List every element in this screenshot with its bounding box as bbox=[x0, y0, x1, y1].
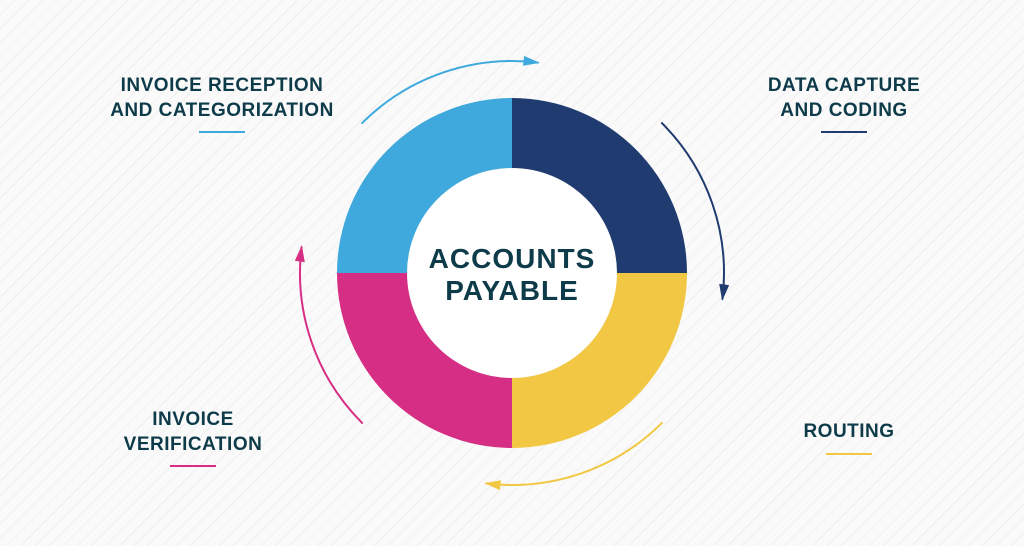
label-text: DATA CAPTURE AND CODING bbox=[744, 74, 944, 123]
label-invoice-verification: INVOICE VERIFICATION bbox=[108, 408, 278, 467]
center-title: ACCOUNTS PAYABLE bbox=[0, 243, 1024, 307]
label-text: INVOICE RECEPTION AND CATEGORIZATION bbox=[102, 74, 342, 123]
arrow-head-br bbox=[484, 480, 501, 490]
label-underline bbox=[821, 131, 867, 133]
label-underline bbox=[826, 453, 872, 455]
label-underline bbox=[199, 131, 245, 133]
label-data-capture: DATA CAPTURE AND CODING bbox=[744, 74, 944, 133]
diagram-canvas: ACCOUNTS PAYABLE INVOICE RECEPTION AND C… bbox=[0, 0, 1024, 546]
center-label-wrap: ACCOUNTS PAYABLE bbox=[0, 243, 1024, 307]
label-underline bbox=[170, 465, 216, 467]
label-text: ROUTING bbox=[784, 420, 914, 445]
label-routing: ROUTING bbox=[784, 420, 914, 455]
label-text: INVOICE VERIFICATION bbox=[108, 408, 278, 457]
arrow-head-tl bbox=[523, 56, 540, 66]
label-invoice-reception: INVOICE RECEPTION AND CATEGORIZATION bbox=[102, 74, 342, 133]
